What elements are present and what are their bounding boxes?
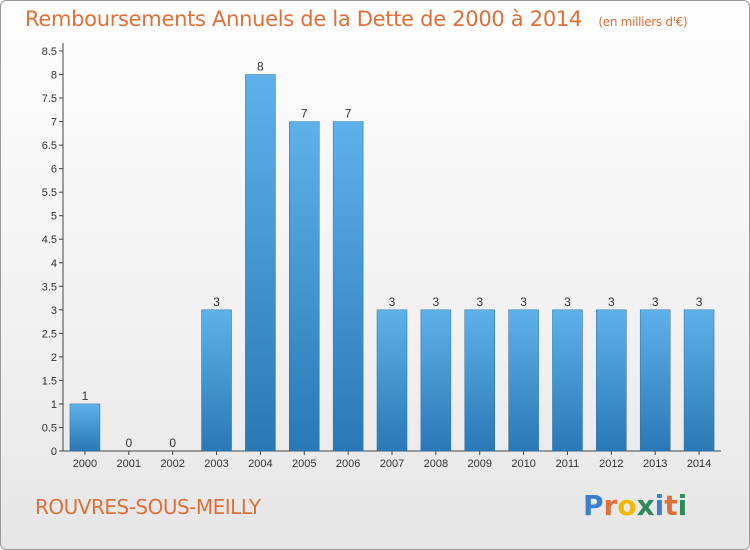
x-tick-label: 2011 <box>556 458 580 470</box>
logo-letter: i <box>677 489 688 522</box>
y-tick-label: 6 <box>51 164 57 176</box>
x-tick-label: 2013 <box>643 458 667 470</box>
bars-group: 1 0 0 3 8 7 7 3 3 3 3 3 3 3 3 <box>69 60 715 452</box>
data-label: 1 <box>82 389 89 403</box>
data-label: 3 <box>696 295 703 309</box>
bar <box>552 309 583 452</box>
y-tick-label: 4.5 <box>42 234 57 246</box>
y-tick-label: 5 <box>51 211 57 223</box>
x-tick-label: 2005 <box>292 458 316 470</box>
logo-letter: i <box>654 489 665 522</box>
x-axis: 2000 2001 2002 2003 2004 2005 2006 2007 2008 2009… <box>63 450 721 470</box>
data-label: 7 <box>345 107 352 121</box>
logo-letter: t <box>664 489 678 522</box>
data-label: 8 <box>257 60 264 74</box>
y-tick-label: 7 <box>51 117 57 129</box>
bar <box>596 309 627 452</box>
bar <box>639 309 671 452</box>
chart-subtitle: (en milliers d'€) <box>598 15 688 29</box>
y-tick-label: 4 <box>51 258 57 270</box>
data-label: 3 <box>520 295 527 309</box>
bar <box>245 74 276 452</box>
commune-name: ROUVRES-SOUS-MEILLY <box>35 495 261 519</box>
y-tick-label: 8.5 <box>42 46 57 58</box>
y-tick-label: 8 <box>51 70 57 82</box>
bar <box>201 309 232 452</box>
y-tick-label: 1 <box>51 399 57 411</box>
data-label: 7 <box>301 107 308 121</box>
data-label: 3 <box>564 295 571 309</box>
bar <box>683 309 715 452</box>
data-label: 3 <box>433 295 440 309</box>
data-label: 3 <box>476 295 483 309</box>
logo-letter: x <box>636 489 655 522</box>
y-tick-label: 2 <box>51 352 57 364</box>
logo-letter: P <box>583 489 604 522</box>
data-label: 3 <box>652 295 659 309</box>
y-tick-label: 7.5 <box>42 93 57 105</box>
y-tick-label: 3.5 <box>42 281 57 293</box>
chart-title: Remboursements Annuels de la Dette de 20… <box>25 7 688 31</box>
bar <box>508 309 539 452</box>
logo-letter: r <box>603 489 618 522</box>
bar <box>464 309 495 452</box>
y-axis: 0 0.5 1 1.5 2 2.5 3 3.5 4 4.5 5 5.5 6 6.5 7 7.5 8 8.5 <box>42 43 64 458</box>
data-label: 3 <box>608 295 615 309</box>
x-tick-label: 2003 <box>204 458 228 470</box>
proxiti-logo[interactable]: Proxiti <box>583 489 687 522</box>
y-tick-label: 5.5 <box>42 187 57 199</box>
x-tick-label: 2001 <box>117 458 141 470</box>
x-tick-label: 2008 <box>424 458 448 470</box>
bar <box>69 403 101 452</box>
x-tick-label: 2006 <box>336 458 360 470</box>
x-tick-label: 2012 <box>599 458 623 470</box>
bar <box>332 121 364 452</box>
x-tick-label: 2002 <box>160 458 184 470</box>
bar <box>376 309 408 452</box>
data-label: 3 <box>213 295 220 309</box>
data-label: 0 <box>125 436 132 450</box>
bar <box>420 309 452 452</box>
x-tick-label: 2014 <box>687 458 711 470</box>
x-tick-label: 2000 <box>73 458 97 470</box>
y-tick-label: 0 <box>51 446 57 458</box>
y-tick-label: 0.5 <box>42 422 57 434</box>
logo-letter: o <box>617 489 637 522</box>
x-tick-label: 2007 <box>380 458 404 470</box>
y-tick-label: 2.5 <box>42 328 57 340</box>
x-tick-label: 2010 <box>511 458 535 470</box>
y-tick-label: 1.5 <box>42 375 57 387</box>
bar <box>289 121 320 452</box>
x-tick-label: 2009 <box>467 458 491 470</box>
y-tick-label: 6.5 <box>42 140 57 152</box>
data-label: 3 <box>389 295 396 309</box>
chart-title-text: Remboursements Annuels de la Dette de 20… <box>25 7 582 31</box>
y-tick-label: 3 <box>51 305 57 317</box>
data-label: 0 <box>169 436 176 450</box>
x-tick-label: 2004 <box>248 458 272 470</box>
